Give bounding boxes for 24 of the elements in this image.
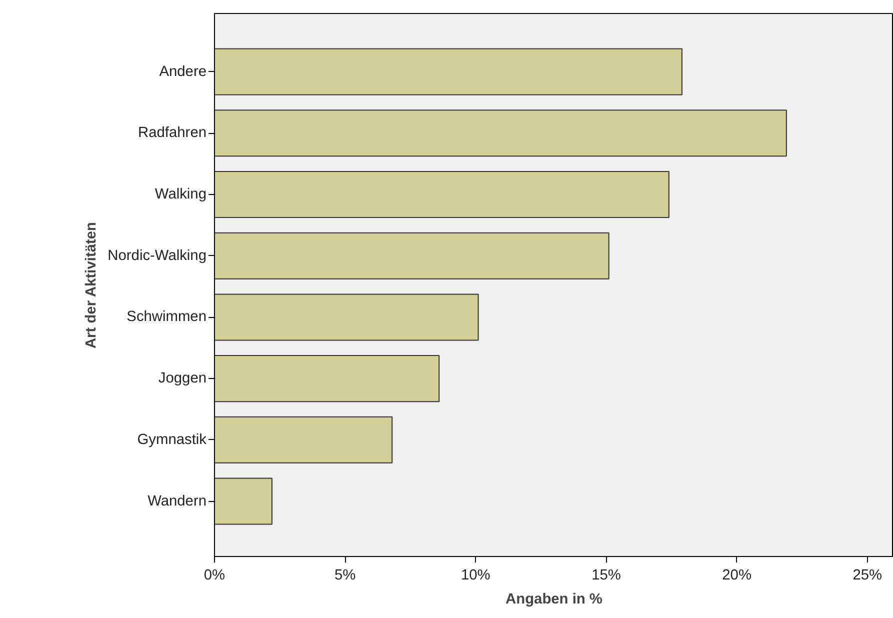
y-tick-label: Wandern bbox=[148, 493, 207, 510]
y-tick-label: Gymnastik bbox=[137, 432, 208, 448]
x-axis-title: Angaben in % bbox=[506, 592, 602, 608]
y-tick-label: Radfahren bbox=[138, 125, 207, 142]
bar bbox=[214, 48, 682, 96]
y-tick-label: Schwimmen bbox=[126, 309, 207, 326]
y-axis-title: Art der Aktivitäten bbox=[84, 222, 100, 349]
x-tick-label: 15% bbox=[592, 568, 621, 584]
bar bbox=[214, 355, 440, 402]
x-tick-label: 0% bbox=[204, 568, 226, 584]
y-tick-label: Andere bbox=[159, 64, 207, 80]
bar bbox=[214, 416, 393, 464]
bar bbox=[214, 170, 670, 218]
x-tick-label: 20% bbox=[722, 568, 752, 584]
y-tick-label: Walking bbox=[154, 186, 207, 202]
bar bbox=[214, 294, 479, 341]
y-tick-label: Nordic-Walking bbox=[108, 248, 207, 264]
x-tick-label: 5% bbox=[334, 568, 356, 584]
bar bbox=[214, 478, 272, 525]
x-tick-label: 25% bbox=[852, 568, 882, 584]
x-tick-label: 10% bbox=[460, 568, 490, 584]
bar bbox=[214, 232, 610, 280]
y-tick-label: Joggen bbox=[158, 370, 207, 387]
bar bbox=[214, 110, 787, 157]
